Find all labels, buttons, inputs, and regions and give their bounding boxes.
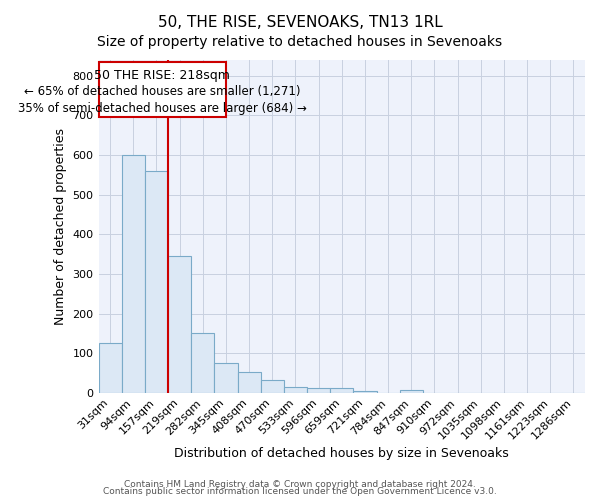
Bar [400, 390, 423, 392]
X-axis label: Distribution of detached houses by size in Sevenoaks: Distribution of detached houses by size … [175, 447, 509, 460]
Y-axis label: Number of detached properties: Number of detached properties [54, 128, 67, 325]
Bar [330, 388, 353, 392]
FancyBboxPatch shape [98, 62, 226, 118]
Bar [168, 256, 191, 392]
Bar [260, 380, 284, 392]
Text: 35% of semi-detached houses are larger (684) →: 35% of semi-detached houses are larger (… [18, 102, 307, 115]
Bar [122, 155, 145, 392]
Bar [191, 334, 214, 392]
Bar [214, 363, 238, 392]
Text: 50, THE RISE, SEVENOAKS, TN13 1RL: 50, THE RISE, SEVENOAKS, TN13 1RL [158, 15, 442, 30]
Bar [98, 343, 122, 392]
Bar [145, 171, 168, 392]
Text: ← 65% of detached houses are smaller (1,271): ← 65% of detached houses are smaller (1,… [24, 85, 301, 98]
Bar [307, 388, 330, 392]
Text: 50 THE RISE: 218sqm: 50 THE RISE: 218sqm [94, 70, 230, 82]
Text: Contains public sector information licensed under the Open Government Licence v3: Contains public sector information licen… [103, 488, 497, 496]
Text: Size of property relative to detached houses in Sevenoaks: Size of property relative to detached ho… [97, 35, 503, 49]
Bar [284, 387, 307, 392]
Text: Contains HM Land Registry data © Crown copyright and database right 2024.: Contains HM Land Registry data © Crown c… [124, 480, 476, 489]
Bar [353, 391, 377, 392]
Bar [238, 372, 260, 392]
